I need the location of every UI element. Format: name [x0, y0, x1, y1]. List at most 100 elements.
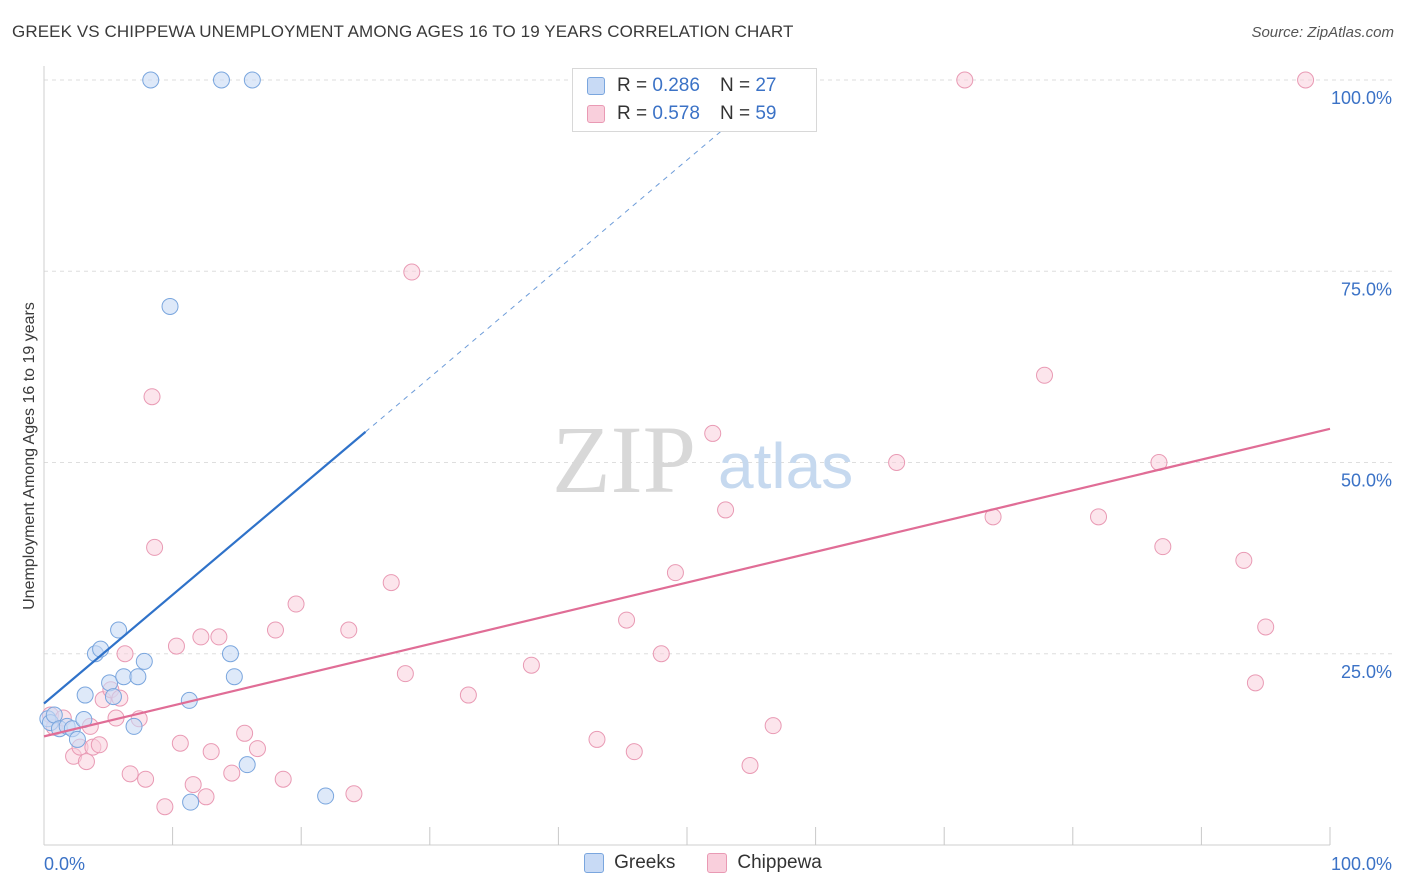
chippewa-point: [588, 730, 606, 748]
legend-r-greeks: 0.286: [652, 75, 700, 96]
chippewa-point: [956, 71, 974, 89]
greeks-point: [243, 71, 261, 89]
greeks-point: [161, 297, 179, 315]
greeks-point: [317, 787, 335, 805]
chippewa-swatch: [587, 105, 605, 123]
chippewa-point: [137, 770, 155, 788]
grid-lines: [44, 79, 1392, 655]
y-tick-label: 100.0%: [1331, 88, 1392, 108]
chippewa-point: [116, 645, 134, 663]
chippewa-point: [340, 621, 358, 639]
chippewa-point: [236, 724, 254, 742]
legend-r-chippewa: 0.578: [652, 103, 700, 124]
chippewa-point: [171, 734, 189, 752]
greeks-point: [212, 71, 230, 89]
greeks-point: [182, 793, 200, 811]
chippewa-point: [459, 686, 477, 704]
chippewa-point: [522, 656, 540, 674]
chippewa-point: [143, 388, 161, 406]
chippewa-point: [704, 424, 722, 442]
chippewa-point: [274, 770, 292, 788]
chippewa-point: [223, 764, 241, 782]
watermark-zip: ZIP: [552, 406, 696, 513]
chippewa-point: [184, 776, 202, 794]
chippewa-point: [167, 637, 185, 655]
legend-r-label: R =: [617, 103, 648, 124]
greeks-points: [39, 71, 335, 811]
chippewa-legend-label: Chippewa: [737, 852, 822, 873]
chippewa-point: [741, 756, 759, 774]
greeks-point: [110, 621, 128, 639]
trend-lines: [43, 127, 1331, 738]
chippewa-point: [121, 765, 139, 783]
legend-n-label: N =: [719, 103, 751, 124]
chippewa-point: [1297, 71, 1315, 89]
legend-item-chippewa[interactable]: Chippewa: [707, 852, 822, 874]
y-axis-title: Unemployment Among Ages 16 to 19 years: [21, 302, 38, 610]
chippewa-point: [888, 454, 906, 471]
legend-row-chippewa: R = 0.578 N = 59: [587, 103, 776, 125]
chippewa-point: [1154, 538, 1172, 556]
greeks-legend-swatch: [584, 853, 605, 873]
chippewa-trend-line: [43, 427, 1331, 738]
chippewa-point: [146, 538, 164, 556]
greeks-point: [125, 717, 143, 735]
greeks-trend-line: [43, 431, 367, 705]
legend-item-greeks[interactable]: Greeks: [584, 852, 675, 874]
chippewa-point: [77, 753, 95, 771]
y-tick-label: 75.0%: [1341, 279, 1392, 299]
chippewa-point: [156, 798, 174, 816]
chippewa-point: [403, 263, 421, 281]
source-label: Source: ZipAtlas.com: [1251, 24, 1394, 41]
greeks-legend-label: Greeks: [614, 852, 676, 873]
chippewa-point: [652, 645, 670, 663]
chippewa-point: [1246, 674, 1264, 692]
chippewa-point: [717, 501, 735, 519]
legend-n-chippewa: 59: [755, 103, 777, 124]
greeks-point: [68, 730, 86, 748]
correlation-legend: R = 0.286 N = 27 R = 0.578 N = 59: [572, 68, 817, 132]
x-tick-label: 100.0%: [1331, 854, 1392, 874]
greeks-point: [135, 652, 153, 670]
greeks-point: [225, 668, 243, 686]
chippewa-point: [345, 785, 363, 803]
chippewa-point: [248, 740, 266, 758]
watermark-atlas: atlas: [718, 430, 853, 502]
tick-labels: 25.0% 50.0% 75.0% 100.0% 0.0% 100.0%: [44, 88, 1392, 874]
chippewa-legend-swatch: [707, 853, 728, 873]
greeks-point: [142, 71, 160, 89]
chippewa-point: [210, 628, 228, 646]
chippewa-point: [202, 743, 220, 761]
chippewa-point: [625, 743, 643, 761]
chippewa-point: [618, 611, 636, 629]
chippewa-point: [192, 628, 210, 646]
legend-n-greeks: 27: [755, 75, 777, 96]
greeks-point: [221, 645, 239, 663]
watermark: ZIP atlas: [552, 406, 853, 513]
chippewa-point: [382, 574, 400, 592]
chart-title: GREEK VS CHIPPEWA UNEMPLOYMENT AMONG AGE…: [12, 22, 794, 41]
x-tick-label: 0.0%: [44, 854, 85, 874]
greeks-point: [104, 688, 122, 706]
legend-row-greeks: R = 0.286 N = 27: [587, 75, 776, 97]
greeks-point: [129, 668, 147, 686]
greeks-swatch: [587, 77, 605, 95]
legend-n-label: N =: [719, 75, 751, 96]
greeks-point: [76, 686, 94, 704]
y-tick-label: 25.0%: [1341, 662, 1392, 682]
chippewa-point: [90, 736, 108, 754]
chippewa-point: [1257, 618, 1275, 636]
y-tick-label: 50.0%: [1341, 471, 1392, 491]
chippewa-point: [1235, 551, 1253, 569]
chippewa-point: [1090, 508, 1108, 526]
chippewa-point: [396, 665, 414, 683]
greeks-trend-extension: [365, 127, 726, 433]
chippewa-point: [1036, 366, 1054, 384]
chippewa-point: [197, 788, 215, 806]
legend-r-label: R =: [617, 75, 648, 96]
chippewa-point: [666, 564, 684, 582]
series-legend: Greeks Chippewa: [0, 852, 1406, 874]
chippewa-point: [764, 717, 782, 735]
chippewa-point: [266, 621, 284, 639]
